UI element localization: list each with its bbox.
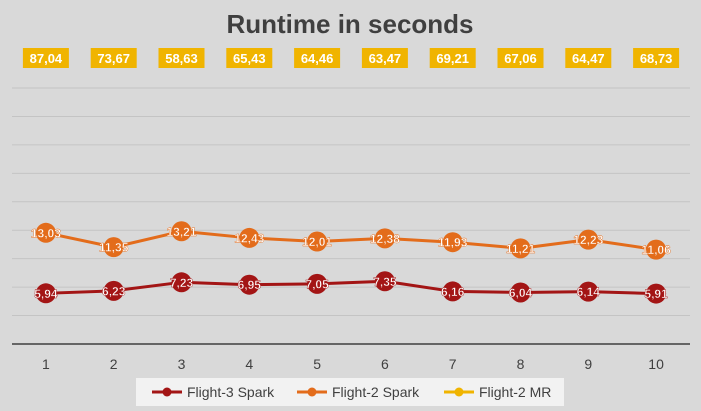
data-label: 13,03: [31, 226, 61, 240]
data-point: [35, 222, 56, 243]
data-label: 73,67: [97, 51, 130, 66]
data-point: [239, 227, 260, 248]
data-label-box: [226, 48, 273, 68]
x-tick-label: 10: [648, 356, 664, 372]
data-label: 11,06: [641, 243, 671, 257]
data-label: 64,46: [301, 51, 334, 66]
data-point: [578, 281, 599, 302]
data-point: [103, 280, 124, 301]
data-label: 69,21: [436, 51, 469, 66]
data-point: [171, 221, 192, 242]
data-label: 7,23: [170, 276, 194, 290]
legend-label: Flight-2 Spark: [332, 384, 420, 400]
x-tick-label: 5: [313, 356, 321, 372]
data-label: 12,01: [302, 235, 332, 249]
legend-swatch-marker: [454, 387, 464, 397]
data-label: 6,16: [441, 285, 465, 299]
data-label: 7,35: [373, 275, 397, 289]
data-point: [442, 281, 463, 302]
data-point: [239, 274, 260, 295]
x-tick-label: 4: [245, 356, 253, 372]
data-label: 6,04: [509, 286, 533, 300]
data-label-box: [565, 48, 612, 68]
data-point: [374, 228, 395, 249]
data-label: 68,73: [640, 51, 673, 66]
data-label: 64,47: [572, 51, 605, 66]
data-point: [510, 282, 531, 303]
data-label-box: [633, 48, 680, 68]
data-label: 13,21: [166, 225, 196, 239]
data-label-box: [361, 48, 408, 68]
data-label: 6,14: [577, 285, 601, 299]
legend-swatch-marker: [307, 387, 317, 397]
data-label: 11,93: [438, 236, 468, 250]
data-label-box: [158, 48, 205, 68]
data-point: [374, 271, 395, 292]
data-label: 6,23: [102, 284, 126, 298]
legend-label: Flight-3 Spark: [187, 384, 275, 400]
series-line-flight3-spark: [45, 279, 657, 296]
data-point: [578, 229, 599, 250]
data-point: [35, 283, 56, 304]
legend-label: Flight-2 MR: [479, 384, 551, 400]
data-label-box: [294, 48, 341, 68]
data-label: 12,43: [234, 231, 264, 245]
data-label: 6,95: [238, 278, 262, 292]
data-label: 67,06: [504, 51, 537, 66]
data-label-box: [497, 48, 544, 68]
data-point: [646, 283, 667, 304]
data-point: [646, 239, 667, 260]
data-label: 87,04: [30, 51, 63, 66]
data-label: 5,91: [644, 287, 668, 301]
data-label: 12,38: [370, 232, 400, 246]
x-tick-label: 2: [110, 356, 118, 372]
data-label: 11,35: [99, 241, 129, 255]
chart-title: Runtime in seconds: [226, 9, 473, 39]
data-label-box: [429, 48, 476, 68]
data-point: [307, 231, 328, 252]
data-label: 63,47: [369, 51, 402, 66]
data-point: [510, 238, 531, 259]
data-label-box: [22, 48, 69, 68]
legend-box: [136, 378, 564, 406]
x-tick-label: 9: [584, 356, 592, 372]
x-tick-label: 7: [449, 356, 457, 372]
data-point: [103, 237, 124, 258]
data-point: [442, 232, 463, 253]
data-label: 7,05: [305, 277, 329, 291]
data-label: 65,43: [233, 51, 266, 66]
data-label: 5,94: [34, 287, 58, 301]
data-label: 11,21: [506, 242, 536, 256]
data-label: 58,63: [165, 51, 198, 66]
series-line-flight2-spark: [45, 229, 657, 252]
x-tick-label: 8: [517, 356, 525, 372]
x-tick-label: 6: [381, 356, 389, 372]
data-label: 12,23: [573, 233, 603, 247]
data-point: [307, 273, 328, 294]
legend-swatch-marker: [162, 387, 172, 397]
data-point: [171, 272, 192, 293]
x-tick-label: 3: [178, 356, 186, 372]
data-label-box: [90, 48, 137, 68]
x-tick-label: 1: [42, 356, 50, 372]
